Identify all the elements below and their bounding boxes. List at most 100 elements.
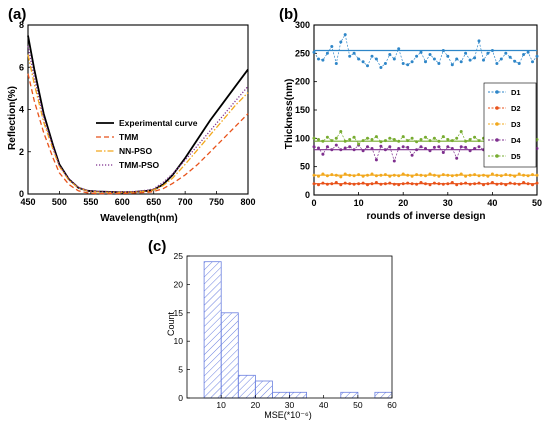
chart-b-series-3-point (477, 174, 481, 178)
chart-b-series-2-point (415, 182, 419, 186)
chart-b-series-4-point (450, 147, 454, 150)
chart-b-series-5-point (392, 138, 396, 141)
chart-c-bar (203, 261, 222, 399)
chart-b-series-2-point (437, 182, 441, 186)
chart-b-series-4-point (415, 148, 419, 152)
chart-a-ylabel: Reflection(%) (7, 86, 18, 150)
chart-b-series-1-point (504, 51, 508, 55)
chart-b-series-5-point (374, 135, 378, 139)
chart-b-series-3-point (312, 173, 316, 177)
chart-b-legend-marker (495, 154, 499, 158)
chart-a-legend-label: TMM (119, 132, 138, 142)
chart-b-series-4-point (419, 145, 423, 149)
chart-b-series-1-point (535, 54, 539, 58)
chart-b-series-2-point (446, 182, 450, 186)
chart-b-series-3-point (428, 172, 432, 176)
chart-b-series-3-point (526, 174, 530, 178)
chart-b-series-3-point (499, 174, 503, 178)
chart-b-series-4-point (312, 145, 316, 149)
chart-a-ytick-label: 0 (19, 189, 24, 199)
chart-b-series-4-point (424, 147, 427, 150)
chart-b-series-3-point (508, 173, 512, 177)
chart-b-series-1-point (464, 51, 468, 55)
chart-a-xlabel: Wavelength(nm) (100, 213, 177, 224)
chart-b-series-3-point (468, 173, 472, 177)
chart-b-series-3-point (379, 173, 383, 177)
chart-b-ytick-label: 300 (295, 20, 310, 30)
chart-b-series-1-point (392, 57, 396, 61)
chart-b-series-2-point (383, 182, 387, 186)
chart-b-legend-label: D5 (511, 152, 521, 161)
chart-b-series-3-point (464, 174, 468, 178)
chart-b-series-5-point (361, 139, 365, 143)
chart-b-series-3-point (490, 172, 494, 176)
chart-b-series-3-point (357, 173, 361, 177)
chart-b-series-5-point (352, 135, 356, 139)
chart-b-series-5-point (477, 139, 481, 143)
chart-b-series-1-point (312, 50, 316, 54)
chart-b-series-1-point (325, 51, 329, 55)
chart-b-series-5-point (419, 138, 423, 141)
chart-c-ytick-label: 15 (174, 308, 184, 318)
chart-a-series-2-line (27, 73, 249, 195)
chart-b-series-5-point (410, 136, 414, 140)
chart-b-series-2-point (348, 182, 352, 186)
chart-b-series-4-point (339, 148, 343, 152)
chart-b-series-3-point (419, 173, 423, 177)
chart-b-series-1-point (517, 62, 521, 65)
chart-b-series-2-point (490, 181, 494, 184)
chart-b-series-1-point (330, 45, 334, 48)
chart-b-series-5-point (415, 140, 419, 144)
chart-b-legend-marker (495, 122, 499, 126)
chart-a-series-3-line (27, 54, 249, 193)
chart-a-xtick-label: 650 (146, 197, 161, 207)
chart-a-xtick-label: 500 (52, 197, 67, 207)
chart-b-series-2-point (325, 182, 329, 186)
chart-a-xtick-label: 600 (115, 197, 130, 207)
chart-a-xtick-label: 700 (178, 197, 193, 207)
chart-b-series-1-point (357, 57, 361, 61)
chart-b-series-4-point (388, 145, 392, 149)
chart-b-series-3-point (317, 174, 320, 178)
chart-b-series-1-point (415, 54, 419, 58)
chart-b-series-1-point (317, 57, 320, 61)
chart-b-legend-marker (495, 90, 499, 94)
chart-b-series-3-point (504, 173, 508, 177)
chart-b-legend-label: D1 (511, 88, 521, 97)
chart-b-series-5-point (348, 138, 352, 141)
chart-b-series-2-point (317, 183, 320, 187)
chart-b-series-2-point (428, 183, 432, 187)
chart-b-series-4-point (383, 148, 387, 152)
chart-b-frame (313, 24, 538, 196)
chart-b-series-4-point (334, 143, 338, 147)
chart-b-series-5-point (397, 139, 401, 143)
chart-b-series-3-point (361, 174, 365, 178)
chart-b-series-4-point (406, 145, 410, 149)
chart-b-ytick-label: 0 (305, 190, 310, 200)
chart-a-ytick-label: 8 (19, 20, 24, 30)
chart-b-series-3-point (455, 173, 459, 177)
chart-b-series-4-point (459, 145, 463, 149)
chart-b-series-5-point (455, 136, 459, 140)
chart-b-series-4-point (473, 147, 477, 150)
chart-b-series-2-point (406, 181, 410, 185)
chart-b-series-2-point (517, 182, 521, 186)
chart-b-series-3-point (522, 173, 526, 177)
chart-b-series-4-point (361, 149, 365, 153)
chart-b-series-4-point (330, 148, 334, 152)
chart-b-series-2-point (477, 181, 481, 185)
chart-b-series-4-point (410, 153, 414, 157)
chart-b-series-1-point (374, 57, 378, 61)
chart-b-legend-label: D2 (511, 104, 521, 113)
chart-b-xtick-label: 40 (487, 198, 497, 208)
chart-b-series-5-point (464, 139, 468, 143)
chart-b-series-5-point (334, 136, 338, 140)
chart-b-series-4-point (441, 151, 445, 154)
chart-b-series-4-point (379, 144, 383, 148)
chart-b-legend-label: D4 (511, 136, 521, 145)
chart-b-series-4-point (321, 152, 325, 156)
chart-c-ytick-label: 10 (174, 336, 184, 346)
chart-a-ytick-label: 6 (19, 62, 24, 72)
chart-b-series-1-point (446, 54, 450, 58)
chart-b-series-1-point (441, 49, 445, 52)
